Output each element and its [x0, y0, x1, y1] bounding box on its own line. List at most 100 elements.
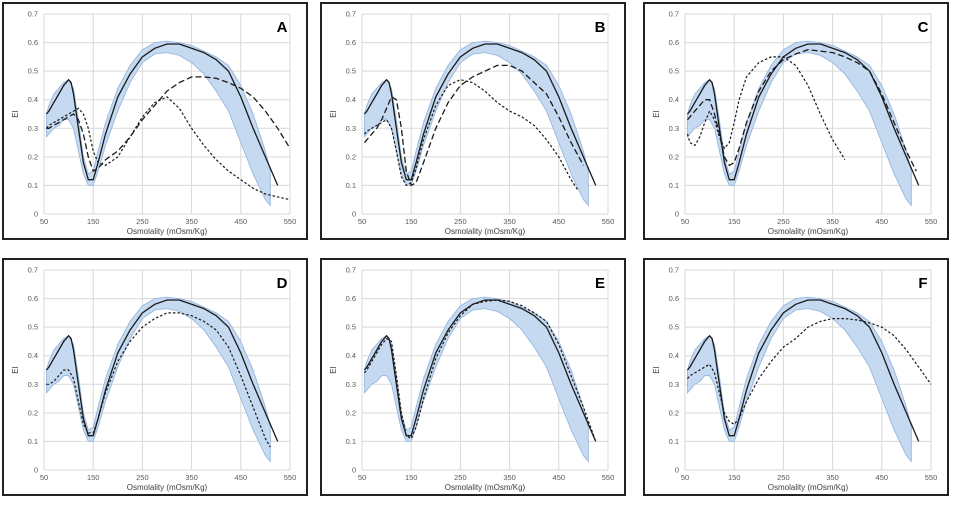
y-tick-label: 0.4	[346, 95, 356, 104]
series-line-dashed	[363, 64, 584, 187]
x-tick-label: 550	[284, 473, 297, 482]
x-tick-label: 50	[358, 217, 366, 226]
x-tick-label: 350	[185, 473, 198, 482]
x-tick-label: 550	[925, 217, 938, 226]
panel-label: C	[918, 19, 929, 36]
y-tick-label: 0.5	[28, 323, 38, 332]
series-line-dotted	[687, 318, 932, 426]
y-axis-label: EI	[652, 110, 661, 118]
x-tick-label: 250	[454, 217, 467, 226]
y-tick-label: 0.2	[28, 408, 38, 417]
x-tick-label: 550	[602, 473, 615, 482]
series-line-dashed	[46, 76, 291, 173]
x-tick-label: 250	[136, 217, 149, 226]
x-tick-label: 150	[87, 217, 100, 226]
y-tick-label: 0.2	[346, 408, 356, 417]
x-axis-label: Osmolality (mOsm/Kg)	[445, 483, 526, 492]
chart-panel-e: 50 150 250 350 450 550 0 0.1 0.2 0.3 0.4 0.5 0.6 0.7 O…	[320, 258, 626, 496]
y-tick-label: 0.7	[346, 266, 356, 275]
x-tick-label: 250	[454, 473, 467, 482]
x-tick-label: 50	[40, 473, 48, 482]
y-tick-label: 0.7	[669, 266, 679, 275]
y-tick-label: 0.1	[28, 181, 38, 190]
x-tick-label: 350	[826, 217, 839, 226]
chart-panel-b: 50 150 250 350 450 550 0 0.1 0.2 0.3 0.4 0.5 0.6 0.7 O…	[320, 2, 626, 240]
x-tick-label: 450	[876, 473, 889, 482]
y-tick-label: 0.6	[346, 38, 356, 47]
x-tick-label: 250	[136, 473, 149, 482]
x-tick-label: 150	[728, 473, 741, 482]
reference-band	[364, 40, 589, 207]
chart-svg: 50 150 250 350 450 550 0 0.1 0.2 0.3 0.4 0.5 0.6 0.7 O…	[329, 10, 615, 237]
y-tick-label: 0.1	[28, 437, 38, 446]
y-tick-label: 0.7	[669, 10, 679, 19]
reference-band	[46, 40, 271, 207]
y-tick-label: 0.3	[669, 124, 679, 133]
reference-band	[687, 40, 912, 207]
y-tick-label: 0.6	[669, 38, 679, 47]
x-tick-label: 550	[284, 217, 297, 226]
x-tick-label: 150	[87, 473, 100, 482]
y-tick-label: 0.4	[28, 95, 38, 104]
y-tick-label: 0.5	[28, 67, 38, 76]
reference-band	[687, 296, 912, 463]
x-axis-label: Osmolality (mOsm/Kg)	[127, 483, 208, 492]
y-tick-label: 0	[352, 210, 356, 219]
series-line-reference	[686, 43, 920, 186]
series-line-reference	[45, 299, 279, 442]
x-tick-label: 450	[876, 217, 889, 226]
y-tick-label: 0.1	[346, 437, 356, 446]
y-tick-label: 0	[34, 210, 38, 219]
chart-svg: 50 150 250 350 450 550 0 0.1 0.2 0.3 0.4 0.5 0.6 0.7 O…	[11, 10, 297, 237]
y-tick-label: 0.5	[669, 323, 679, 332]
series-line-dotted	[686, 56, 846, 161]
y-axis-label: EI	[329, 366, 338, 374]
y-tick-label: 0.4	[346, 351, 356, 360]
chart-svg: 50 150 250 350 450 550 0 0.1 0.2 0.3 0.4 0.5 0.6 0.7 O…	[329, 266, 615, 493]
y-axis-label: EI	[11, 110, 20, 118]
series-line-dotted	[364, 79, 580, 192]
y-tick-label: 0.4	[28, 351, 38, 360]
y-tick-label: 0.6	[669, 294, 679, 303]
y-tick-label: 0.2	[346, 152, 356, 161]
y-tick-label: 0.3	[28, 124, 38, 133]
x-tick-label: 150	[728, 217, 741, 226]
series-line-dotted	[46, 312, 271, 448]
series-line-dotted	[46, 96, 291, 201]
x-axis-label: Osmolality (mOsm/Kg)	[445, 227, 526, 236]
y-tick-label: 0.4	[669, 95, 679, 104]
y-tick-label: 0.1	[669, 181, 679, 190]
y-tick-label: 0.1	[669, 437, 679, 446]
x-tick-label: 50	[40, 217, 48, 226]
panel-label: D	[277, 275, 288, 292]
y-tick-label: 0.6	[346, 294, 356, 303]
series-line-reference	[363, 299, 597, 442]
y-tick-label: 0.7	[346, 10, 356, 19]
x-tick-label: 550	[602, 217, 615, 226]
y-axis-label: EI	[11, 366, 20, 374]
y-tick-label: 0.3	[346, 380, 356, 389]
x-tick-label: 50	[681, 217, 689, 226]
y-tick-label: 0.6	[28, 294, 38, 303]
x-tick-label: 450	[553, 217, 566, 226]
panel-label: E	[595, 275, 605, 292]
y-tick-label: 0.5	[669, 67, 679, 76]
series-line-dashed	[687, 49, 917, 172]
x-axis-label: Osmolality (mOsm/Kg)	[768, 227, 849, 236]
x-tick-label: 450	[553, 473, 566, 482]
x-axis-label: Osmolality (mOsm/Kg)	[768, 483, 849, 492]
y-tick-label: 0.2	[669, 152, 679, 161]
panel-label: A	[277, 19, 288, 36]
reference-band	[364, 296, 589, 463]
y-tick-label: 0.2	[28, 152, 38, 161]
y-tick-label: 0.7	[28, 266, 38, 275]
y-axis-label: EI	[652, 366, 661, 374]
y-tick-label: 0	[352, 466, 356, 475]
panel-label: B	[595, 19, 606, 36]
chart-panel-f: 50 150 250 350 450 550 0 0.1 0.2 0.3 0.4 0.5 0.6 0.7 O…	[643, 258, 949, 496]
x-tick-label: 450	[235, 217, 248, 226]
x-tick-label: 150	[405, 217, 418, 226]
x-tick-label: 150	[405, 473, 418, 482]
chart-svg: 50 150 250 350 450 550 0 0.1 0.2 0.3 0.4 0.5 0.6 0.7 O…	[652, 266, 937, 493]
y-tick-label: 0	[34, 466, 38, 475]
